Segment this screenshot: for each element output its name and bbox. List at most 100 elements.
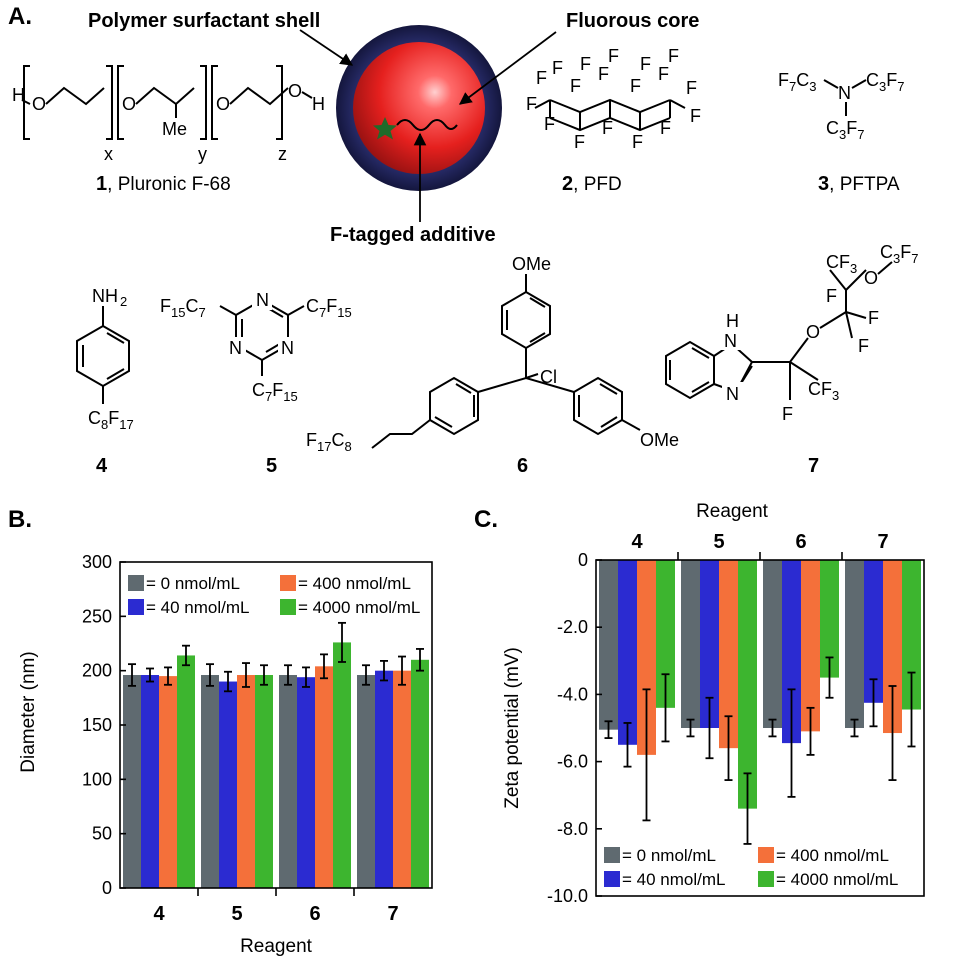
y-tick-label: -6.0 xyxy=(557,752,588,772)
y-tick-label: -8.0 xyxy=(557,819,588,839)
y-tick-label: -10.0 xyxy=(547,886,588,906)
panel-c-chart: C. Reagent Zeta potential (mV) 0 -2.0 -4.0… xyxy=(474,501,925,906)
subscript-label: z xyxy=(278,144,287,164)
caption-compound-6: 6 xyxy=(517,455,528,477)
arrow-core xyxy=(458,31,557,105)
caption-compound-7: 7 xyxy=(808,455,819,477)
plot-frame xyxy=(119,561,433,889)
x-ticks-group: 4 5 6 7 xyxy=(631,531,889,560)
bar-6-series-2 xyxy=(297,677,315,888)
fluorine-atom-label: F xyxy=(570,76,581,96)
fluorine-atom-label: F xyxy=(660,118,671,138)
bar-7-series-3 xyxy=(393,670,411,888)
atom-label: C8F17 xyxy=(88,408,134,432)
x-axis-label: Reagent xyxy=(696,501,769,522)
subscript-label: y xyxy=(198,144,207,164)
x-tick-label: 6 xyxy=(309,903,320,925)
legend-label: = 4000 nmol/mL xyxy=(298,598,420,617)
caption-compound-2: 2, PFD xyxy=(562,173,622,195)
fluorine-atom-label: F xyxy=(526,94,537,114)
error-bars-group xyxy=(604,656,916,845)
bar-4-series-1 xyxy=(123,675,141,888)
bar-5-series-3 xyxy=(719,560,738,749)
panel-a: A. Polymer surfactant shell Fluorous cor… xyxy=(8,3,918,477)
atom-label: O xyxy=(32,94,46,114)
atom-label: N xyxy=(726,384,739,404)
y-ticks-group: 0 50 100 150 200 250 300 xyxy=(82,552,126,898)
legend-swatch xyxy=(758,847,774,863)
plot-frame xyxy=(595,559,925,897)
bar-6-series-3 xyxy=(801,560,820,732)
fluorine-atom-label: F xyxy=(658,64,669,84)
star-icon xyxy=(373,117,397,140)
caption-compound-3: 3, PFTPA xyxy=(818,173,900,195)
micelle-core xyxy=(353,42,485,174)
bar-5-series-2 xyxy=(219,681,237,888)
atom-label: N xyxy=(724,331,737,351)
y-tick-label: 100 xyxy=(82,769,112,789)
x-tick-label: 7 xyxy=(877,531,888,553)
structure-pftpa: F7C3 N C3F7 C3F7 xyxy=(778,70,904,142)
bar-5-series-4 xyxy=(255,675,273,888)
fluorine-atom-label: F xyxy=(632,132,643,152)
bar-4-series-3 xyxy=(637,560,656,755)
atom-label: C3F7 xyxy=(880,242,918,266)
micelle-illustration xyxy=(336,25,502,191)
atom-label: N xyxy=(838,83,851,103)
atom-label: OMe xyxy=(640,430,679,450)
bar-6-series-1 xyxy=(279,675,297,888)
atom-label: C7F15 xyxy=(306,296,352,320)
structure-5: N N N F15C7 C7F15 C7F15 xyxy=(160,290,352,404)
atom-label: H xyxy=(12,85,25,105)
fluorine-atom-label: F xyxy=(598,64,609,84)
fluorine-atom-label: F xyxy=(630,76,641,96)
structure-7: N H N F CF3 O F F F CF3 O C3F7 xyxy=(665,242,918,424)
y-axis-label: Zeta potential (mV) xyxy=(502,647,523,809)
fluorine-atom-label: F xyxy=(580,54,591,74)
bar-5-series-2 xyxy=(700,560,719,728)
y-ticks-group: 0 -2.0 -4.0 -6.0 -8.0 -10.0 xyxy=(547,550,602,906)
bar-4-series-2 xyxy=(141,675,159,888)
x-axis-label: Reagent xyxy=(240,936,313,957)
bar-7-series-1 xyxy=(357,675,375,888)
callout-core: Fluorous core xyxy=(566,10,699,32)
caption-compound-4: 4 xyxy=(96,455,108,477)
legend-swatch xyxy=(280,599,296,615)
fluorine-atom-label: F xyxy=(668,46,679,66)
panel-a-letter: A. xyxy=(8,3,32,30)
legend-swatch xyxy=(604,871,620,887)
bar-7-series-3 xyxy=(883,560,902,734)
bar-6-series-3 xyxy=(315,666,333,888)
fluorine-atom-label: F xyxy=(536,68,547,88)
bar-6-series-1 xyxy=(763,560,782,728)
y-axis-label: Diameter (nm) xyxy=(18,651,39,772)
y-tick-label: 50 xyxy=(92,824,112,844)
structure-4: NH 2 C8F17 xyxy=(76,286,134,432)
bar-4-series-1 xyxy=(599,560,618,730)
caption-compound-1: 1, Pluronic F-68 xyxy=(96,173,231,195)
x-tick-label: 5 xyxy=(713,531,724,553)
atom-label: N xyxy=(281,338,294,358)
bars-group xyxy=(599,560,921,809)
atom-label: F7C3 xyxy=(778,70,816,94)
atom-label: F15C7 xyxy=(160,296,206,320)
x-tick-label: 6 xyxy=(795,531,806,553)
bar-5-series-3 xyxy=(237,675,255,888)
legend-label: = 40 nmol/mL xyxy=(622,870,725,889)
fluorine-atom-label: F xyxy=(640,54,651,74)
panel-b-chart: B. Diameter (nm) Reagent 0 50 100 150 200 250… xyxy=(8,506,433,957)
atom-label: OMe xyxy=(512,254,551,274)
atom-label: O xyxy=(288,81,302,101)
fluorous-tail-squiggle xyxy=(396,119,458,131)
legend-swatch xyxy=(128,575,144,591)
y-tick-label: 150 xyxy=(82,715,112,735)
bar-7-series-2 xyxy=(375,670,393,888)
error-bars-group xyxy=(128,621,424,693)
atom-label: C3F7 xyxy=(866,70,904,94)
atom-label: NH 2 xyxy=(92,286,127,309)
bar-5-series-4 xyxy=(738,560,757,809)
legend-label: = 400 nmol/mL xyxy=(298,574,411,593)
bar-5-series-1 xyxy=(201,675,219,888)
